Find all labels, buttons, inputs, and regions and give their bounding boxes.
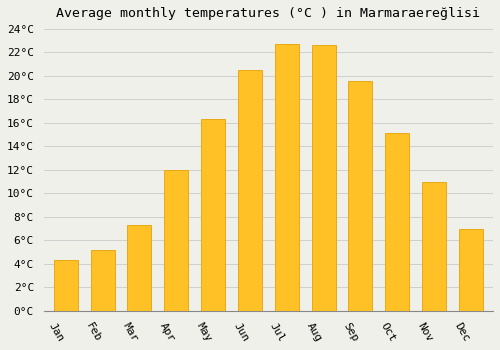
Bar bbox=[238, 70, 262, 311]
Bar bbox=[459, 229, 483, 311]
Bar bbox=[312, 45, 336, 311]
Bar bbox=[90, 250, 114, 311]
Bar bbox=[201, 119, 225, 311]
Bar bbox=[54, 260, 78, 311]
Bar bbox=[164, 170, 188, 311]
Bar bbox=[422, 182, 446, 311]
Bar bbox=[386, 133, 409, 311]
Bar bbox=[275, 44, 299, 311]
Bar bbox=[128, 225, 152, 311]
Bar bbox=[348, 80, 372, 311]
Title: Average monthly temperatures (°C ) in Marmaraereğlisi: Average monthly temperatures (°C ) in Ma… bbox=[56, 7, 480, 20]
